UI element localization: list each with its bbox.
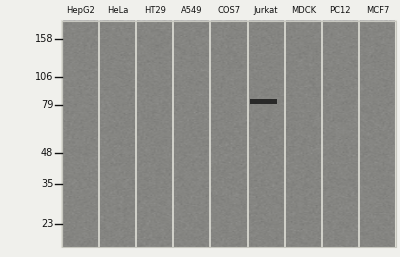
Bar bbox=[62, 21, 396, 247]
Text: COS7: COS7 bbox=[218, 6, 240, 15]
Text: Jurkat: Jurkat bbox=[254, 6, 278, 15]
Text: MCF7: MCF7 bbox=[366, 6, 389, 15]
Text: 35: 35 bbox=[41, 179, 53, 189]
Text: 79: 79 bbox=[41, 100, 53, 110]
Text: 48: 48 bbox=[41, 148, 53, 158]
Text: MDCK: MDCK bbox=[291, 6, 316, 15]
Text: 106: 106 bbox=[35, 72, 53, 82]
Text: 158: 158 bbox=[35, 34, 53, 44]
Text: HT29: HT29 bbox=[144, 6, 166, 15]
Bar bbox=[0, 247, 400, 257]
Text: HeLa: HeLa bbox=[107, 6, 128, 15]
Bar bbox=[396, 0, 400, 257]
Bar bbox=[0, 0, 400, 21]
Text: PC12: PC12 bbox=[330, 6, 351, 15]
Text: A549: A549 bbox=[181, 6, 203, 15]
Bar bbox=[0, 0, 62, 257]
Text: 23: 23 bbox=[41, 219, 53, 229]
Bar bbox=[250, 99, 277, 104]
Bar bbox=[62, 21, 396, 247]
Text: HepG2: HepG2 bbox=[66, 6, 95, 15]
